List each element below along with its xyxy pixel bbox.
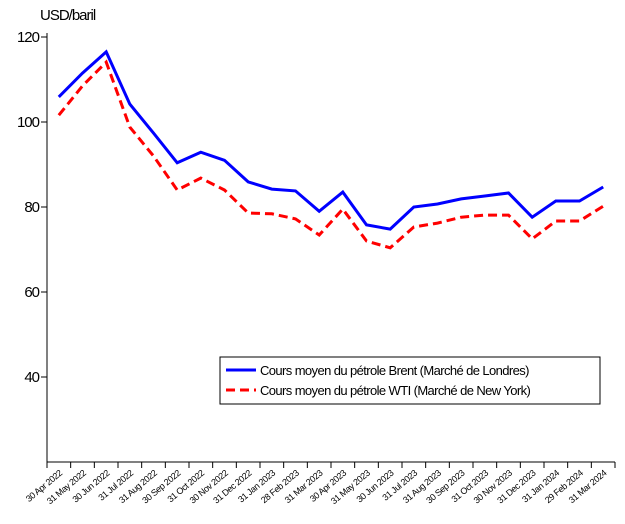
y-tick-label: 120 <box>17 29 40 46</box>
y-tick-label: 40 <box>24 369 39 386</box>
y-tick-label: 100 <box>17 114 40 131</box>
legend-label: Cours moyen du pétrole Brent (Marché de … <box>260 363 529 378</box>
legend-label: Cours moyen du pétrole WTI (Marché de Ne… <box>260 383 530 398</box>
y-axis-label: USD/baril <box>40 7 96 24</box>
y-tick-label: 60 <box>24 284 39 301</box>
y-tick-label: 80 <box>24 199 39 216</box>
series-line <box>57 49 604 231</box>
legend <box>219 356 601 405</box>
series-line <box>57 59 604 250</box>
